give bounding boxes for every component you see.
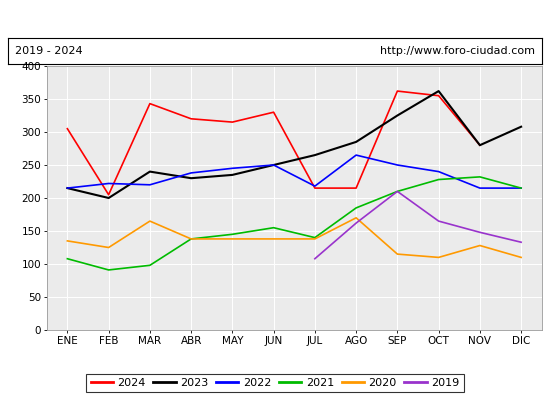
- Text: Evolucion Nº Turistas Extranjeros en el municipio de Ojós: Evolucion Nº Turistas Extranjeros en el …: [60, 12, 490, 26]
- Legend: 2024, 2023, 2022, 2021, 2020, 2019: 2024, 2023, 2022, 2021, 2020, 2019: [86, 374, 464, 392]
- Text: http://www.foro-ciudad.com: http://www.foro-ciudad.com: [381, 46, 535, 56]
- Text: 2019 - 2024: 2019 - 2024: [15, 46, 82, 56]
